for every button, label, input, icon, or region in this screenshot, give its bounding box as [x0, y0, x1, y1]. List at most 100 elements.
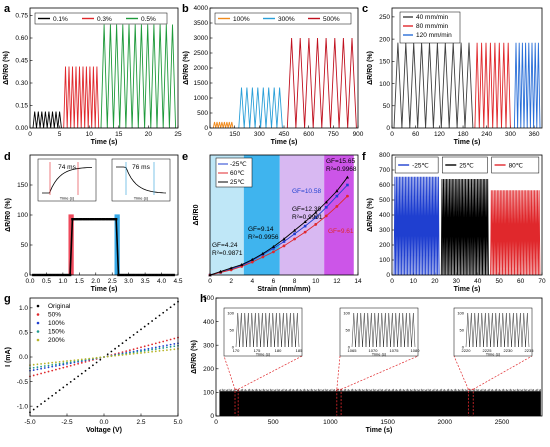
data-point	[43, 400, 46, 403]
legend-label: 100%	[233, 16, 250, 23]
legend-label: 120 mm/min	[416, 32, 452, 39]
x-tick-label: 1000	[323, 419, 338, 426]
data-point	[282, 237, 286, 241]
x-tick-label: 10	[86, 131, 94, 138]
data-point	[173, 345, 176, 348]
data-point	[51, 394, 54, 397]
signal-marker	[91, 218, 95, 221]
x-axis-label: Time (s)	[91, 139, 118, 146]
data-point	[77, 358, 79, 361]
data-point	[151, 347, 154, 349]
y-tick-label: 0	[386, 272, 390, 279]
inset-x-tick: 185	[296, 348, 303, 353]
data-point	[132, 352, 135, 355]
data-point	[88, 367, 91, 369]
inset-x-tick: 175	[254, 348, 261, 353]
x-tick-label: 4	[250, 278, 254, 285]
data-point	[154, 342, 157, 345]
x-axis-label: Voltage (V)	[86, 427, 122, 434]
legend-label: 25℃	[230, 179, 245, 186]
data-point	[121, 351, 124, 354]
data-point	[103, 356, 105, 358]
data-point	[151, 320, 154, 322]
y-axis-label: I (mA)	[5, 347, 12, 367]
inset-frame	[111, 158, 171, 202]
signal-marker	[108, 218, 111, 221]
x-tick-label: 0	[28, 131, 32, 138]
series-line-40 mm/min	[393, 42, 474, 129]
x-axis-label: Strain (mm/mm)	[257, 286, 310, 293]
x-tick-label: 4.5	[173, 278, 182, 285]
data-point	[47, 370, 50, 373]
y-tick-label: 1000	[194, 95, 209, 102]
x-tick-label: 2.5	[108, 278, 117, 285]
y-tick-label: 0.15	[15, 103, 28, 110]
data-point	[32, 366, 35, 369]
data-point	[40, 403, 42, 405]
y-axis-label: ΔR/R0 (%)	[183, 51, 190, 85]
y-tick-label: 300	[379, 227, 390, 234]
series-line-80℃	[490, 190, 541, 276]
inset-x-tick: 1065	[348, 348, 358, 353]
x-tick-label: 3.5	[141, 278, 150, 285]
data-point	[140, 328, 142, 331]
data-point	[47, 364, 50, 367]
y-tick-label: 50	[21, 242, 29, 249]
panel-label-a: a	[4, 3, 11, 15]
signal-marker	[112, 218, 116, 221]
data-point	[229, 266, 233, 270]
x-tick-label: 450	[279, 131, 290, 138]
panel-label-h: h	[200, 293, 207, 305]
x-tick-label: 30	[453, 278, 461, 285]
data-point	[51, 361, 54, 364]
gf-annotation: GF=9.61	[328, 228, 354, 235]
data-point	[77, 362, 79, 365]
inset-curve	[116, 166, 167, 194]
data-point	[43, 371, 46, 374]
x-tick-label: 0	[390, 131, 394, 138]
x-axis-label: Time (s)	[91, 286, 118, 293]
data-point	[169, 306, 172, 309]
data-point	[303, 220, 307, 224]
x-tick-label: 0	[214, 419, 218, 426]
data-point	[40, 372, 42, 375]
data-point	[84, 360, 87, 363]
data-point	[169, 343, 172, 346]
data-point	[47, 397, 50, 400]
plot-frame	[29, 297, 179, 417]
legend-swatch	[36, 330, 40, 333]
data-point	[140, 346, 142, 349]
data-point	[40, 365, 42, 368]
signal-marker	[103, 218, 106, 221]
data-point	[324, 205, 328, 209]
data-point	[62, 363, 65, 366]
legend-box	[34, 12, 168, 25]
x-tick-label: 25	[174, 131, 182, 138]
data-point	[36, 373, 39, 376]
data-point	[58, 364, 61, 367]
data-point	[99, 358, 102, 361]
panel-f: f0 10 20 30 40 50 60 70010020030040050060070080…	[362, 151, 546, 293]
x-tick-label: 0.0	[99, 419, 108, 426]
data-point	[218, 269, 223, 273]
panel-label-d: d	[4, 151, 11, 163]
x-tick-label: 50	[496, 278, 504, 285]
signal-marker	[110, 218, 113, 221]
inset-x-label: Time (s)	[256, 352, 271, 357]
data-point	[36, 405, 39, 408]
x-tick-label: 0	[208, 131, 212, 138]
x-tick-label: -2.5	[61, 419, 73, 426]
y-tick-label: 600	[379, 182, 390, 189]
x-axis-label: Time (s)	[454, 139, 481, 146]
y-tick-label: 250	[379, 14, 390, 21]
data-point	[346, 194, 349, 198]
x-tick-label: 2	[229, 278, 233, 285]
gf-annotation: R²=0.9871	[212, 250, 243, 257]
x-tick-label: 600	[303, 131, 314, 138]
data-point	[136, 347, 139, 350]
x-tick-label: 2.5	[136, 419, 145, 426]
strain-region	[279, 155, 325, 275]
data-point	[143, 345, 146, 348]
data-point	[162, 311, 165, 314]
data-point	[132, 333, 135, 336]
